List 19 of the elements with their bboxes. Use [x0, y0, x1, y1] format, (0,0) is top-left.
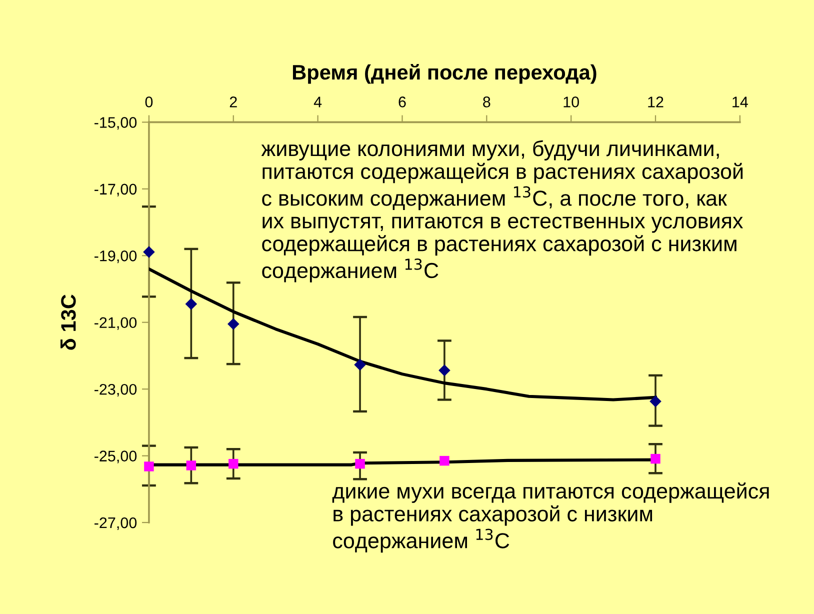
x-tick-label: 12 — [648, 96, 664, 108]
y-tick-label: -15,00 — [94, 117, 137, 130]
y-axis-title: δ 13C — [60, 294, 76, 350]
x-tick-label: 8 — [483, 96, 490, 108]
y-tick-label: -17,00 — [94, 184, 137, 196]
x-tick-label: 0 — [145, 96, 153, 108]
x-tick-label: 4 — [314, 96, 322, 108]
x-axis-title: Время (дней после перехода) — [292, 64, 596, 84]
x-tick-label: 14 — [732, 96, 748, 108]
x-tick-label: 6 — [398, 96, 406, 108]
y-tick-label: -19,00 — [94, 250, 137, 264]
x-tick-label: 10 — [564, 96, 579, 108]
y-tick-label: -27,00 — [94, 517, 137, 530]
y-tick-label: -25,00 — [94, 450, 137, 464]
x-tick-label: 2 — [230, 96, 237, 108]
text: живущие колониями мухи, будучи личинками, питаются содержащейся в растениях сахарозой с высоким содержанием $^{13}$C, а после того, как их выпустят, питаются в естественных условиях содержащейся в растениях сахарозой с низким содержанием $^{13}$C — [261, 140, 744, 282]
y-tick-label: -21,00 — [94, 317, 137, 330]
annotation: дикие мухи всегда питаются содержащейся в растениях сахарозой с низким содержанием $^{13}$C — [332, 482, 769, 553]
y-tick-label: -23,00 — [94, 384, 137, 397]
